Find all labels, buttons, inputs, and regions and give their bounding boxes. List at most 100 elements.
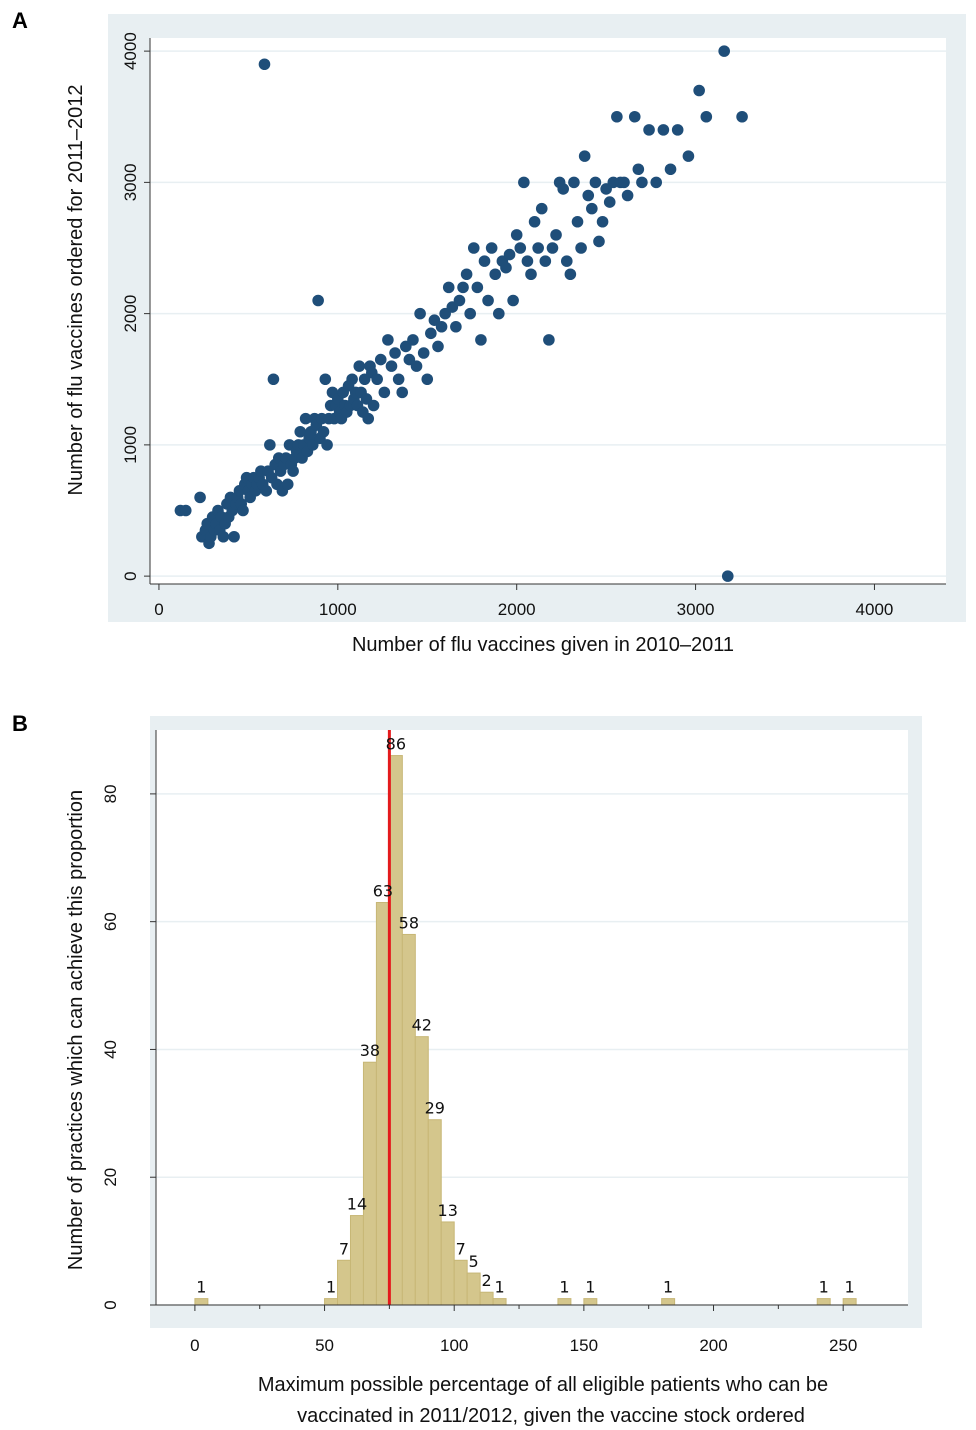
- scatter-point: [586, 202, 598, 215]
- scatter-point: [414, 307, 426, 320]
- scatter-point: [346, 373, 358, 386]
- scatter-point: [385, 360, 398, 372]
- scatter-point: [603, 196, 616, 208]
- scatter-point: [258, 58, 271, 71]
- scatter-point: [521, 255, 534, 267]
- scatter-point: [482, 294, 494, 307]
- scatter-point: [453, 294, 466, 307]
- histogram-bar: [661, 1298, 676, 1306]
- scatter-point: [382, 334, 394, 346]
- histogram-count-label: 1: [559, 1278, 569, 1297]
- histogram-bar: [349, 1215, 364, 1306]
- histogram-x-tick-label: 0: [190, 1336, 199, 1355]
- histogram-bar: [466, 1272, 481, 1306]
- histogram-y-tick-label: 60: [101, 912, 120, 931]
- histogram-count-label: 86: [386, 735, 406, 754]
- scatter-point: [260, 485, 273, 497]
- scatter-point: [378, 386, 391, 399]
- histogram-count-label: 1: [663, 1278, 673, 1297]
- histogram-y-axis-title: Number of practices which can achieve th…: [65, 790, 87, 1270]
- scatter-y-tick-label: 1000: [121, 426, 140, 464]
- scatter-point: [507, 294, 519, 307]
- histogram-count-label: 29: [425, 1099, 445, 1118]
- histogram-count-label: 1: [585, 1278, 595, 1297]
- scatter-x-tick-label: 4000: [856, 600, 894, 619]
- histogram-bars: [194, 755, 857, 1306]
- histogram-bar: [557, 1298, 572, 1306]
- scatter-y-tick-label: 0: [121, 571, 140, 580]
- histogram-y-tick-label: 20: [101, 1168, 120, 1187]
- histogram-count-label: 42: [412, 1016, 432, 1035]
- histogram-count-label: 7: [456, 1239, 466, 1258]
- histogram-bar: [375, 902, 390, 1306]
- scatter-point: [467, 242, 480, 254]
- scatter-x-ticks: 0 1000 2000 3000 4000: [154, 584, 893, 619]
- scatter-point: [435, 320, 448, 333]
- scatter-point: [312, 294, 324, 307]
- histogram-x-tick-label: 150: [570, 1336, 598, 1355]
- scatter-point: [450, 320, 462, 333]
- scatter-point: [267, 373, 280, 386]
- histogram-bar: [842, 1298, 857, 1306]
- scatter-point: [475, 334, 487, 346]
- scatter-point: [632, 163, 645, 176]
- scatter-point: [535, 202, 548, 215]
- histogram-bar: [453, 1259, 468, 1306]
- histogram-x-axis-title-line1: Maximum possible percentage of all eligi…: [258, 1374, 828, 1396]
- scatter-point: [518, 176, 530, 189]
- scatter-point: [179, 504, 192, 517]
- histogram-bar: [401, 933, 416, 1306]
- histogram-x-tick-label: 100: [440, 1336, 468, 1355]
- scatter-point: [636, 176, 648, 189]
- scatter-point: [485, 242, 498, 254]
- histogram-bar: [194, 1298, 209, 1306]
- histogram-count-label: 1: [326, 1278, 336, 1297]
- scatter-point: [539, 255, 552, 267]
- scatter-point: [514, 242, 527, 254]
- scatter-point: [543, 334, 555, 346]
- scatter-point: [389, 347, 401, 359]
- scatter-point: [396, 386, 409, 399]
- scatter-y-ticks: 0 1000 2000 3000 4000: [121, 32, 150, 581]
- scatter-point: [317, 425, 330, 438]
- histogram-count-label: 1: [845, 1278, 855, 1297]
- scatter-x-tick-label: 3000: [677, 600, 715, 619]
- scatter-y-tick-label: 2000: [121, 295, 140, 333]
- scatter-point: [575, 242, 587, 254]
- scatter-point: [700, 110, 713, 123]
- scatter-point: [367, 399, 380, 412]
- scatter-x-axis-title: Number of flu vaccines given in 2010–201…: [352, 634, 734, 656]
- scatter-point: [557, 183, 570, 195]
- scatter-point: [560, 255, 573, 267]
- histogram-count-label: 58: [399, 913, 419, 932]
- histogram-x-tick-label: 200: [699, 1336, 727, 1355]
- scatter-point: [671, 124, 684, 136]
- scatter-point: [321, 439, 333, 451]
- scatter-point: [471, 281, 484, 294]
- scatter-point: [510, 229, 523, 241]
- scatter-y-tick-label: 3000: [121, 163, 140, 201]
- scatter-point: [596, 215, 609, 228]
- scatter-x-tick-label: 1000: [319, 600, 357, 619]
- histogram-x-axis-title-line2: vaccinated in 2011/2012, given the vacci…: [297, 1405, 805, 1427]
- histogram-bar: [388, 755, 403, 1306]
- histogram-bar: [816, 1298, 831, 1306]
- scatter-point: [421, 373, 434, 386]
- scatter-point: [568, 176, 580, 189]
- histogram-bar: [440, 1221, 455, 1306]
- scatter-x-tick-label: 2000: [498, 600, 536, 619]
- scatter-point: [417, 347, 430, 359]
- scatter-point: [621, 189, 634, 202]
- scatter-x-tick-label: 0: [154, 600, 163, 619]
- scatter-point: [550, 229, 562, 241]
- histogram-x-ticks: 0 50 100 150 200 250: [190, 1305, 857, 1355]
- scatter-point: [718, 45, 730, 57]
- scatter-point: [457, 281, 469, 294]
- histogram-count-label: 14: [347, 1195, 367, 1214]
- scatter-point: [432, 340, 444, 353]
- scatter-chart: 0 1000 2000 3000 4000 0 1000 2000 3000 4000 Numb…: [65, 14, 966, 656]
- histogram-plot-area: [156, 730, 908, 1305]
- scatter-point: [664, 163, 677, 176]
- scatter-point: [564, 268, 577, 281]
